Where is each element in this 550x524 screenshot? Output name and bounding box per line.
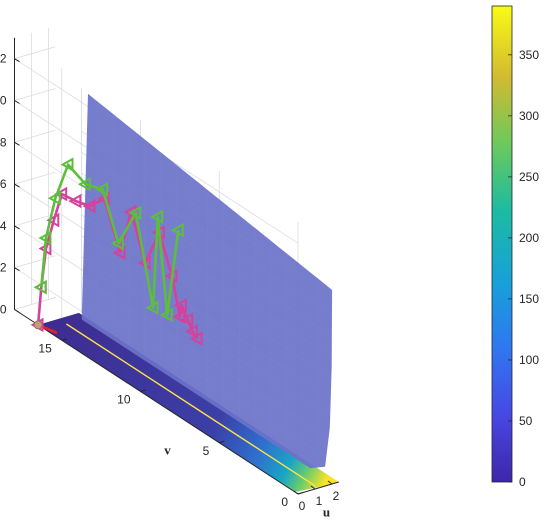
z-tick-label: 12: [0, 52, 7, 66]
z-tick: [14, 58, 20, 63]
series-marker: [184, 324, 198, 339]
z-tick: [14, 225, 20, 230]
series-marker: [170, 222, 184, 238]
yellow-line: [66, 323, 316, 487]
start-marker: [33, 320, 43, 330]
u-axis-label: u: [323, 505, 330, 520]
series-line: [40, 163, 180, 317]
v-tick-label: 5: [203, 444, 210, 458]
z-tick: [14, 100, 20, 104]
z-tick-label: 10: [0, 94, 7, 108]
grid-line-floor-back: [14, 297, 56, 310]
v-tick: [219, 440, 225, 444]
z-tick-label: 4: [0, 219, 7, 233]
colorbar-tick-label: 0: [519, 475, 526, 489]
z-tick-label: 8: [0, 135, 7, 149]
floor-surface: [38, 312, 339, 492]
series-marker: [150, 209, 164, 224]
series-marker: [112, 245, 126, 260]
u-tick-label: 1: [316, 494, 323, 508]
series-marker: [145, 300, 159, 315]
v-tick-label: 10: [117, 393, 131, 407]
series-marker: [68, 193, 82, 209]
series-marker: [38, 230, 52, 246]
u-tick: [327, 480, 333, 485]
v-tick: [297, 492, 304, 495]
u-tick: [310, 485, 316, 490]
series-marker: [77, 177, 91, 192]
series-marker: [110, 236, 124, 251]
series-marker: [46, 213, 60, 228]
colorbar-tick-label: 250: [519, 170, 539, 184]
series-marker: [54, 186, 68, 202]
u-tick: [293, 490, 299, 495]
surface-mesh-line: [81, 235, 325, 394]
colorbar-tick-label: 300: [519, 109, 539, 123]
u-tick-label: 2: [333, 489, 340, 503]
z-tick-label: 0: [0, 303, 7, 317]
colorbar-tick-label: 50: [519, 414, 533, 428]
colorbar-tick-label: 350: [519, 48, 539, 62]
z-tick-label: 2: [0, 261, 7, 275]
series-marker: [128, 205, 142, 221]
z-tick: [14, 309, 20, 313]
series-marker: [60, 157, 74, 172]
series-marker: [189, 331, 203, 346]
floor-heatmap: [38, 312, 339, 492]
colorbar-tick-label: 150: [519, 292, 539, 306]
colorbar: 0 50 100 150 200 250 300 350: [491, 5, 539, 489]
series-marker: [47, 191, 61, 206]
series-marker: [95, 182, 109, 197]
v-tick: [140, 389, 146, 392]
colorbar-tick-label: 200: [519, 231, 539, 245]
series-marker: [173, 298, 187, 313]
data-series: [30, 157, 203, 346]
v-tick: [61, 338, 67, 341]
z-tick: [14, 141, 20, 146]
series-marker: [82, 198, 96, 214]
surface-mesh-line: [81, 152, 325, 311]
colorbar-bar: [491, 5, 513, 483]
series-2: [33, 157, 184, 323]
series-marker: [180, 312, 194, 327]
axes: 024681012051015012vu: [0, 37, 340, 520]
surface-mesh-line: [81, 172, 325, 332]
surface-mesh-line: [81, 277, 325, 436]
v-tick-label: 0: [281, 495, 288, 509]
v-tick-label: 15: [38, 341, 52, 355]
series-marker: [33, 280, 47, 295]
colorbar-tick-label: 100: [519, 353, 539, 367]
surface-mesh-line: [81, 298, 325, 457]
z-tick-label: 6: [0, 177, 7, 191]
surface-mesh-line: [81, 193, 325, 353]
z-tick: [14, 183, 20, 188]
u-tick-label: 0: [299, 499, 306, 513]
series-marker: [172, 309, 186, 324]
v-axis-label: v: [164, 443, 171, 458]
surface-sheet: [81, 93, 333, 469]
surface-mesh-line: [81, 256, 325, 415]
z-tick: [14, 267, 20, 272]
series-marker: [159, 307, 173, 323]
surface-mesh-line: [81, 131, 325, 290]
